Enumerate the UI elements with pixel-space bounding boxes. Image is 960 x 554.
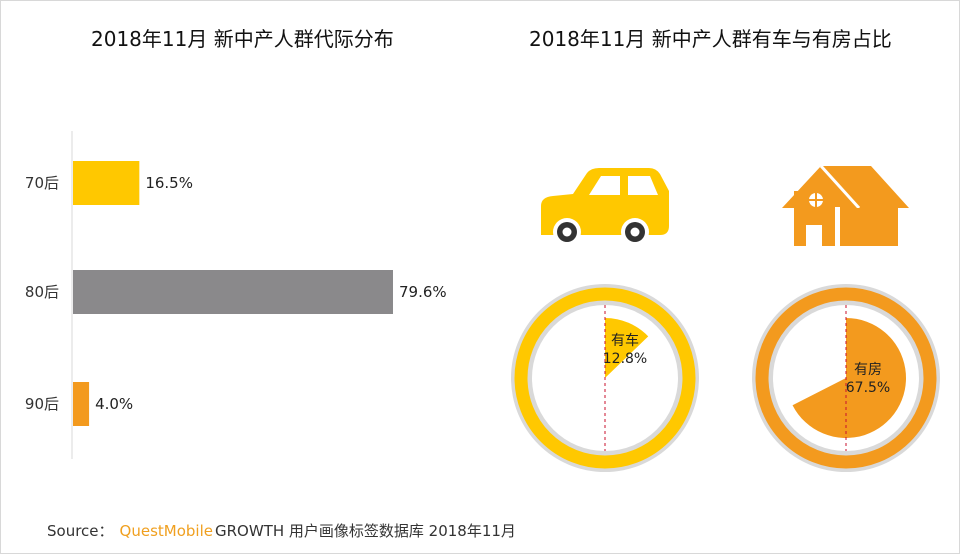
source-rest: GROWTH 用户画像标签数据库 2018年11月 <box>214 522 516 540</box>
source-note: Source： QuestMobile GROWTH 用户画像标签数据库 2018年… <box>47 520 516 541</box>
bar-value-label: 16.5% <box>145 174 193 192</box>
source-label: Source： <box>47 522 114 540</box>
bar-category-label: 80后 <box>25 283 59 301</box>
bar-1 <box>73 161 140 205</box>
pie-slice-name: 有车 <box>611 332 639 349</box>
pie-chart-title: 2018年11月 新中产人群有车与有房占比 <box>529 27 892 51</box>
car-icon <box>541 168 669 246</box>
ring-outline <box>514 287 696 469</box>
bar-3 <box>73 382 90 426</box>
pie-slice-value: 12.8% <box>603 351 647 367</box>
bar-value-label: 79.6% <box>399 283 447 301</box>
pie-charts: 有车 12.8% 有房 67.5% <box>511 164 940 472</box>
pie-slice-name: 有房 <box>854 362 882 378</box>
bar-value-label: 4.0% <box>95 395 133 413</box>
bar-chart: 70后 16.5% 80后 79.6% 90后 4.0% <box>25 131 447 459</box>
source-brand: QuestMobile <box>119 522 213 540</box>
bar-2 <box>73 270 393 314</box>
pie-slice-value: 67.5% <box>846 380 890 396</box>
pie-slice-1 <box>605 318 649 378</box>
ring-outline <box>755 287 937 469</box>
pie-slice-2 <box>792 318 907 439</box>
bar-chart-title: 2018年11月 新中产人群代际分布 <box>91 27 394 51</box>
bar-category-label: 90后 <box>25 395 59 413</box>
house-icon <box>782 164 909 247</box>
bar-category-label: 70后 <box>25 174 59 192</box>
